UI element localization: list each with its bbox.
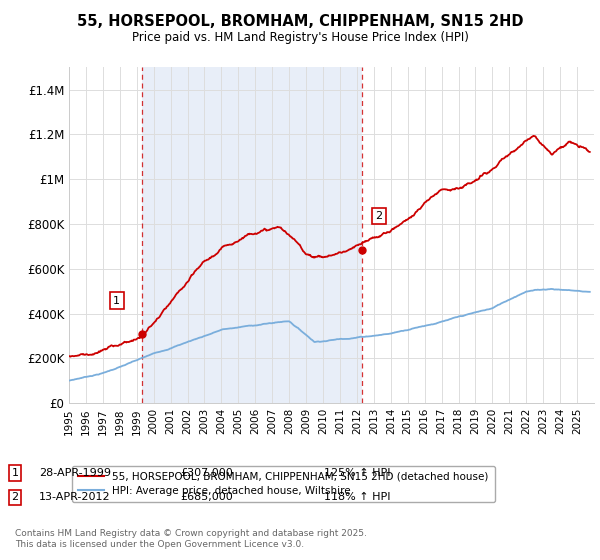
Text: 118% ↑ HPI: 118% ↑ HPI: [324, 492, 391, 502]
Text: 55, HORSEPOOL, BROMHAM, CHIPPENHAM, SN15 2HD: 55, HORSEPOOL, BROMHAM, CHIPPENHAM, SN15…: [77, 14, 523, 29]
Text: Price paid vs. HM Land Registry's House Price Index (HPI): Price paid vs. HM Land Registry's House …: [131, 31, 469, 44]
Text: 13-APR-2012: 13-APR-2012: [39, 492, 110, 502]
Text: 1: 1: [113, 296, 120, 306]
Text: £685,000: £685,000: [180, 492, 233, 502]
Text: Contains HM Land Registry data © Crown copyright and database right 2025.
This d: Contains HM Land Registry data © Crown c…: [15, 529, 367, 549]
Text: 125% ↑ HPI: 125% ↑ HPI: [324, 468, 391, 478]
Text: 28-APR-1999: 28-APR-1999: [39, 468, 111, 478]
Legend: 55, HORSEPOOL, BROMHAM, CHIPPENHAM, SN15 2HD (detached house), HPI: Average pric: 55, HORSEPOOL, BROMHAM, CHIPPENHAM, SN15…: [71, 465, 495, 502]
Bar: [142, 67, 362, 403]
Text: 2: 2: [375, 211, 382, 221]
Text: 1: 1: [11, 468, 19, 478]
Text: 2: 2: [11, 492, 19, 502]
Text: £307,000: £307,000: [180, 468, 233, 478]
